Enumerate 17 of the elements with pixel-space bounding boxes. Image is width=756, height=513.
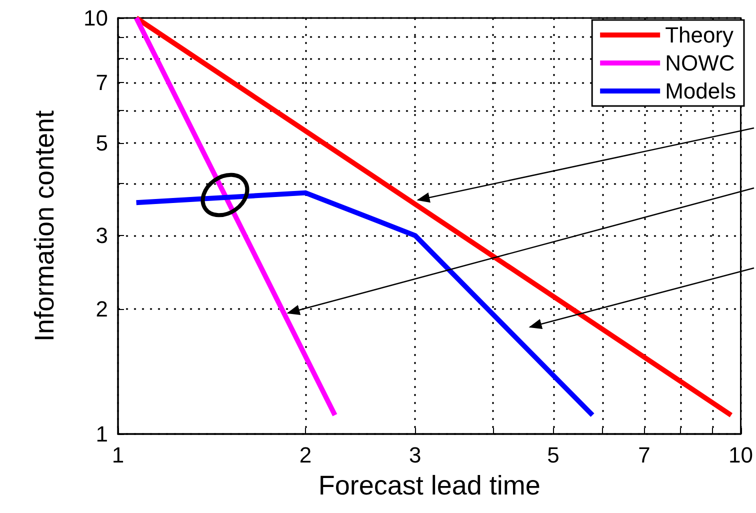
x-tick-label: 2 [299, 442, 312, 468]
x-tick-label: 10 [728, 442, 754, 468]
y-tick-label: 1 [96, 422, 108, 446]
y-tick-label: 7 [96, 70, 108, 95]
x-axis-title: Forecast lead time [318, 470, 540, 500]
legend-label: Models [665, 78, 736, 104]
y-tick-label: 5 [96, 130, 108, 156]
x-tick-label: 1 [112, 442, 124, 468]
y-axis-title: Information content [30, 110, 60, 342]
x-tick-label: 3 [409, 442, 422, 468]
x-tick-label: 5 [547, 442, 560, 468]
x-tick-label: 7 [638, 442, 650, 468]
y-tick-label: 2 [96, 296, 108, 322]
y-tick-label: 10 [84, 6, 108, 30]
legend-label: Theory [665, 22, 734, 48]
legend-label: NOWC [665, 50, 735, 76]
y-tick-label: 3 [96, 223, 108, 248]
